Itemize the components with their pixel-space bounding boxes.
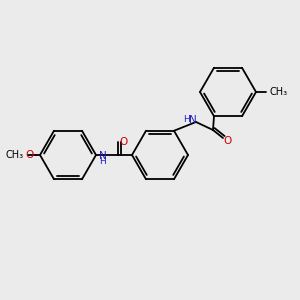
- Text: N: N: [189, 115, 197, 125]
- Text: H: H: [184, 116, 190, 124]
- Text: O: O: [120, 137, 128, 147]
- Text: O: O: [26, 150, 34, 160]
- Text: CH₃: CH₃: [270, 87, 288, 97]
- Text: H: H: [100, 158, 106, 166]
- Text: O: O: [224, 136, 232, 146]
- Text: CH₃: CH₃: [6, 150, 24, 160]
- Text: N: N: [99, 151, 107, 161]
